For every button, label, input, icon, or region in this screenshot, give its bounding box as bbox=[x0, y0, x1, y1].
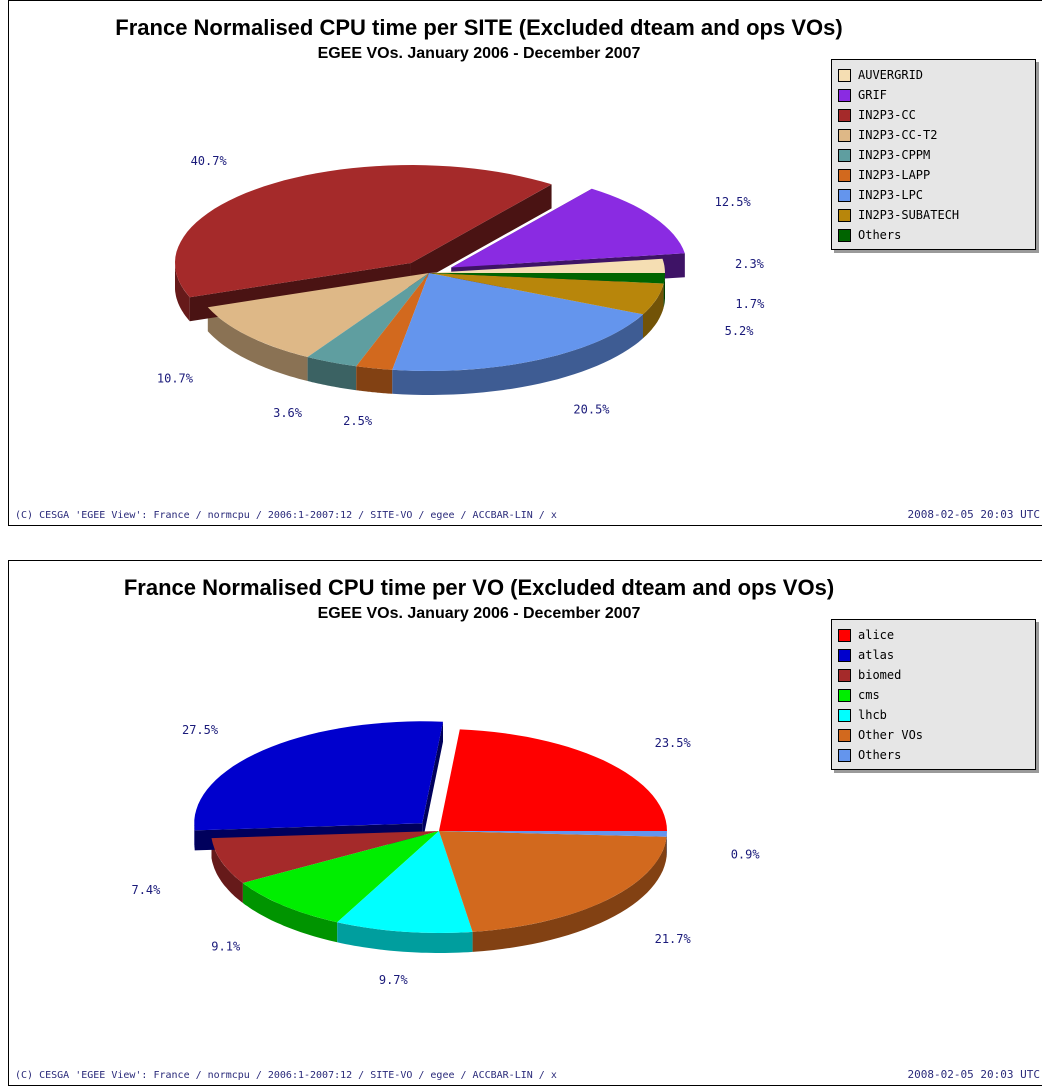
pie-slice-other-vos bbox=[439, 831, 667, 932]
legend-item-in2p3-subatech: IN2P3-SUBATECH bbox=[838, 205, 1029, 225]
chart-subtitle: EGEE VOs. January 2006 - December 2007 bbox=[9, 605, 949, 623]
chart-title: France Normalised CPU time per VO (Exclu… bbox=[9, 575, 949, 601]
chart-footer-timestamp: 2008-02-05 20:03 UTC bbox=[908, 1068, 1040, 1081]
legend-label: AUVERGRID bbox=[858, 68, 923, 82]
legend-label: biomed bbox=[858, 668, 901, 682]
pie-data-label-lhcb: 9.7% bbox=[379, 973, 409, 987]
pie-data-label-atlas: 27.5% bbox=[182, 723, 219, 737]
legend-item-in2p3-cc-t2: IN2P3-CC-T2 bbox=[838, 125, 1029, 145]
legend-label: Other VOs bbox=[858, 728, 923, 742]
pie-data-label-auvergrid: 2.3% bbox=[735, 257, 765, 271]
legend-label: IN2P3-CC-T2 bbox=[858, 128, 937, 142]
legend-swatch bbox=[838, 69, 851, 82]
pie-slice-side-in2p3-lapp bbox=[356, 366, 392, 394]
pie-data-label-alice: 23.5% bbox=[655, 736, 692, 750]
pie-data-label-in2p3-lapp: 2.5% bbox=[343, 414, 373, 428]
legend-item-in2p3-cppm: IN2P3-CPPM bbox=[838, 145, 1029, 165]
legend-item-in2p3-lapp: IN2P3-LAPP bbox=[838, 165, 1029, 185]
legend-label: GRIF bbox=[858, 88, 887, 102]
pie-data-label-biomed: 7.4% bbox=[131, 883, 161, 897]
legend-item-cms: cms bbox=[838, 685, 1029, 705]
legend-swatch bbox=[838, 729, 851, 742]
legend-label: lhcb bbox=[858, 708, 887, 722]
legend-swatch bbox=[838, 189, 851, 202]
pie-data-label-in2p3-subatech: 5.2% bbox=[725, 324, 755, 338]
legend-swatch bbox=[838, 669, 851, 682]
pie-data-label-cms: 9.1% bbox=[211, 940, 241, 954]
legend-label: IN2P3-LAPP bbox=[858, 168, 930, 182]
legend-label: Others bbox=[858, 228, 901, 242]
legend-item-alice: alice bbox=[838, 625, 1029, 645]
legend-label: IN2P3-CC bbox=[858, 108, 916, 122]
site-chart-panel: 2.3% 12.5% 40.7% 10.7% 3.6% 2.5% 20.5% 5.2% 1.7%… bbox=[8, 0, 1042, 526]
pie-slice-atlas bbox=[194, 721, 443, 830]
legend-label: alice bbox=[858, 628, 894, 642]
legend-swatch bbox=[838, 209, 851, 222]
legend-item-atlas: atlas bbox=[838, 645, 1029, 665]
chart-footer-timestamp: 2008-02-05 20:03 UTC bbox=[908, 508, 1040, 521]
legend-swatch bbox=[838, 229, 851, 242]
legend-label: Others bbox=[858, 748, 901, 762]
legend-item-others: Others bbox=[838, 225, 1029, 245]
legend-item-biomed: biomed bbox=[838, 665, 1029, 685]
legend-label: atlas bbox=[858, 648, 894, 662]
pie-data-label-others: 1.7% bbox=[735, 297, 765, 311]
legend-swatch bbox=[838, 169, 851, 182]
legend-item-lhcb: lhcb bbox=[838, 705, 1029, 725]
chart-title: France Normalised CPU time per SITE (Exc… bbox=[9, 15, 949, 41]
legend-label: IN2P3-SUBATECH bbox=[858, 208, 959, 222]
chart-footer-credit: (C) CESGA 'EGEE View': France / normcpu … bbox=[15, 1070, 557, 1081]
chart-footer-credit: (C) CESGA 'EGEE View': France / normcpu … bbox=[15, 510, 557, 521]
pie-data-label-in2p3-cc: 40.7% bbox=[191, 154, 228, 168]
legend-swatch bbox=[838, 129, 851, 142]
legend-item-grif: GRIF bbox=[838, 85, 1029, 105]
vo-chart-panel: 23.5% 27.5% 7.4% 9.1% 9.7% 21.7% 0.9% France N… bbox=[8, 560, 1042, 1086]
legend-swatch bbox=[838, 649, 851, 662]
legend-label: cms bbox=[858, 688, 880, 702]
pie-data-label-in2p3-lpc: 20.5% bbox=[573, 402, 610, 416]
legend-swatch bbox=[838, 689, 851, 702]
legend-swatch bbox=[838, 89, 851, 102]
legend-swatch bbox=[838, 109, 851, 122]
pie-data-label-in2p3-cc-t2: 10.7% bbox=[157, 371, 194, 385]
chart-legend: alice atlas biomed cms lhcb Other VOs Others bbox=[831, 619, 1036, 770]
legend-item-auvergrid: AUVERGRID bbox=[838, 65, 1029, 85]
chart-legend: AUVERGRID GRIF IN2P3-CC IN2P3-CC-T2 IN2P3-CP… bbox=[831, 59, 1036, 250]
pie-data-label-others: 0.9% bbox=[731, 848, 761, 862]
legend-swatch bbox=[838, 749, 851, 762]
legend-swatch bbox=[838, 629, 851, 642]
legend-swatch bbox=[838, 149, 851, 162]
pie-data-label-grif: 12.5% bbox=[715, 195, 752, 209]
legend-item-other-vos: Other VOs bbox=[838, 725, 1029, 745]
pie-slice-alice bbox=[439, 729, 667, 831]
legend-label: IN2P3-LPC bbox=[858, 188, 923, 202]
pie-data-label-in2p3-cppm: 3.6% bbox=[273, 406, 303, 420]
legend-swatch bbox=[838, 709, 851, 722]
chart-subtitle: EGEE VOs. January 2006 - December 2007 bbox=[9, 45, 949, 63]
legend-item-in2p3-cc: IN2P3-CC bbox=[838, 105, 1029, 125]
legend-label: IN2P3-CPPM bbox=[858, 148, 930, 162]
pie-data-label-other-vos: 21.7% bbox=[655, 932, 692, 946]
legend-item-others: Others bbox=[838, 745, 1029, 765]
legend-item-in2p3-lpc: IN2P3-LPC bbox=[838, 185, 1029, 205]
